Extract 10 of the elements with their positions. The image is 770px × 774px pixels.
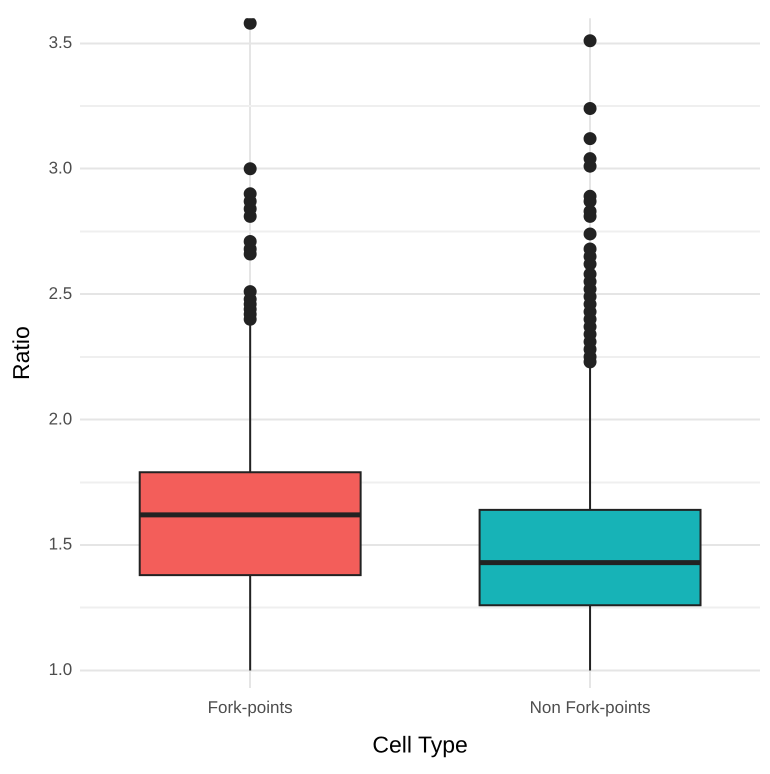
y-tick-label: 2.5 (48, 284, 72, 303)
x-tick-label: Fork-points (208, 698, 293, 717)
y-tick-label: 1.0 (48, 660, 72, 680)
x-axis-title: Cell Type (372, 732, 468, 758)
x-tick-label: Non Fork-points (530, 698, 651, 717)
y-tick-label: 3.0 (48, 158, 72, 178)
y-axis-title: Ratio (8, 326, 34, 380)
y-tick-label: 3.5 (48, 32, 72, 52)
y-tick-label: 1.5 (48, 534, 72, 554)
y-tick-label: 2.0 (48, 409, 72, 428)
